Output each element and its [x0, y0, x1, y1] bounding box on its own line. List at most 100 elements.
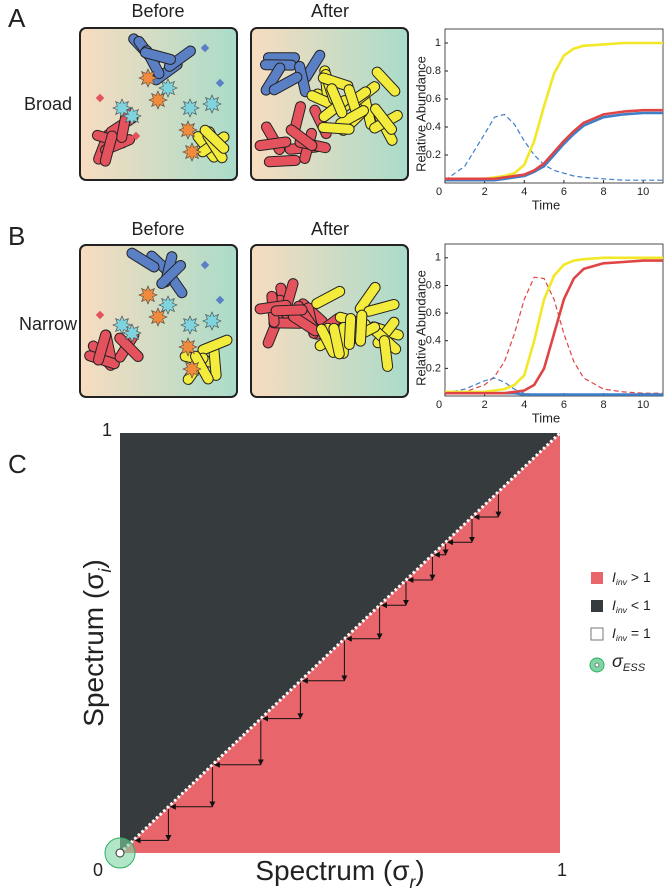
bacterium: [199, 124, 230, 154]
toxin: [131, 131, 141, 141]
label-part: I: [612, 597, 616, 613]
row-label: Narrow: [19, 314, 78, 334]
label-part: ESS: [623, 662, 646, 674]
y-tick-label: 0.2: [426, 362, 441, 374]
bacterium: [260, 62, 286, 96]
bacterium: [268, 71, 303, 96]
ess-point: [115, 848, 125, 858]
x-tick-label: 4: [521, 399, 527, 411]
label-part: σ: [612, 651, 624, 671]
label-part: r: [410, 872, 417, 892]
plot-frame: [444, 28, 664, 184]
bacterium: [378, 335, 394, 372]
toxin-burst: [138, 68, 158, 88]
column-title: After: [311, 1, 349, 21]
plot-frame: [444, 243, 664, 397]
y-axis-label: Relative Abundance: [413, 270, 428, 386]
column-title: Before: [131, 1, 184, 21]
toxin-burst: [178, 337, 198, 357]
row-label: Broad: [24, 94, 72, 114]
toxin-burst: [178, 120, 198, 140]
label-part: Spectrum (σ: [255, 855, 409, 886]
toxin-burst: [148, 307, 168, 327]
y-tick-label: 0.4: [426, 335, 441, 347]
x-tick-label: 8: [600, 399, 606, 411]
toxin: [215, 295, 225, 305]
legend-label: σESS: [612, 651, 646, 674]
x-axis-label: Time: [532, 410, 560, 425]
label-part: ): [415, 855, 424, 886]
legend-swatch: [591, 600, 603, 612]
y-tick-label: 0.6: [426, 307, 441, 319]
y-tick-label: 1: [435, 252, 441, 264]
legend-swatch-dot: [594, 662, 600, 668]
x-tick-label: 10: [637, 186, 649, 198]
x-tick-label: 2: [482, 399, 488, 411]
bacterium: [254, 136, 292, 152]
y-tick-label: 1: [102, 420, 112, 440]
label-part: inv: [616, 605, 628, 615]
y-tick-label: 0.4: [426, 121, 441, 133]
bacterium: [326, 83, 348, 119]
bacterium: [139, 47, 176, 65]
label-part: Spectrum (σ: [78, 572, 109, 726]
toxin: [95, 93, 105, 103]
bacterium: [99, 130, 118, 167]
label-part: ): [78, 559, 109, 568]
y-tick-label: 0.8: [426, 65, 441, 77]
x-tick-label: 0: [93, 860, 103, 880]
bacterium: [163, 45, 196, 72]
label-part: I: [612, 569, 616, 585]
bacterium: [263, 154, 301, 168]
bacterium: [311, 285, 346, 310]
panel-label: A: [8, 3, 26, 33]
y-axis-label: Spectrum (σi): [78, 559, 114, 726]
x-tick-label: 10: [637, 399, 649, 411]
series-line: [444, 113, 663, 181]
label-part: I: [612, 625, 616, 641]
legend-swatch: [590, 627, 604, 641]
x-tick-label: 0: [436, 399, 442, 411]
panel-label: C: [8, 449, 27, 479]
label-part: < 1: [627, 597, 651, 613]
label-part: inv: [616, 633, 628, 643]
neutral-diagonal: [118, 431, 562, 855]
x-tick-label: 0: [436, 186, 442, 198]
toxin-burst: [112, 315, 132, 335]
bacterium: [343, 313, 357, 350]
y-tick-label: 0.2: [426, 149, 441, 161]
toxin-burst: [158, 78, 178, 98]
x-tick-label: 1: [557, 860, 567, 880]
x-tick-label: 8: [600, 186, 606, 198]
toxin: [200, 260, 210, 270]
toxin: [215, 78, 225, 88]
bacterium: [270, 304, 308, 317]
toxin-burst: [158, 295, 178, 315]
y-axis-label: Relative Abundance: [413, 56, 428, 172]
y-tick-label: 0.8: [426, 279, 441, 291]
x-tick-label: 4: [521, 186, 527, 198]
label-part: i: [95, 567, 115, 572]
toxin-burst: [138, 285, 158, 305]
x-tick-label: 6: [561, 186, 567, 198]
bacterium: [371, 66, 401, 97]
y-tick-label: 1: [435, 37, 441, 49]
bacterium: [354, 309, 368, 347]
toxin: [200, 43, 210, 53]
bacterium: [126, 247, 160, 273]
toxin-burst: [202, 311, 222, 331]
bacterium: [370, 103, 398, 135]
panel-label: B: [8, 221, 25, 251]
x-tick-label: 6: [561, 399, 567, 411]
toxin: [95, 310, 105, 320]
column-title: After: [311, 219, 349, 239]
x-axis-label: Time: [532, 197, 560, 212]
series-line: [445, 111, 663, 182]
bacterium: [285, 124, 318, 152]
label-part: > 1: [627, 569, 651, 585]
legend-swatch: [591, 572, 603, 584]
column-title: Before: [131, 219, 184, 239]
legend-label: Iinv = 1: [612, 625, 651, 644]
